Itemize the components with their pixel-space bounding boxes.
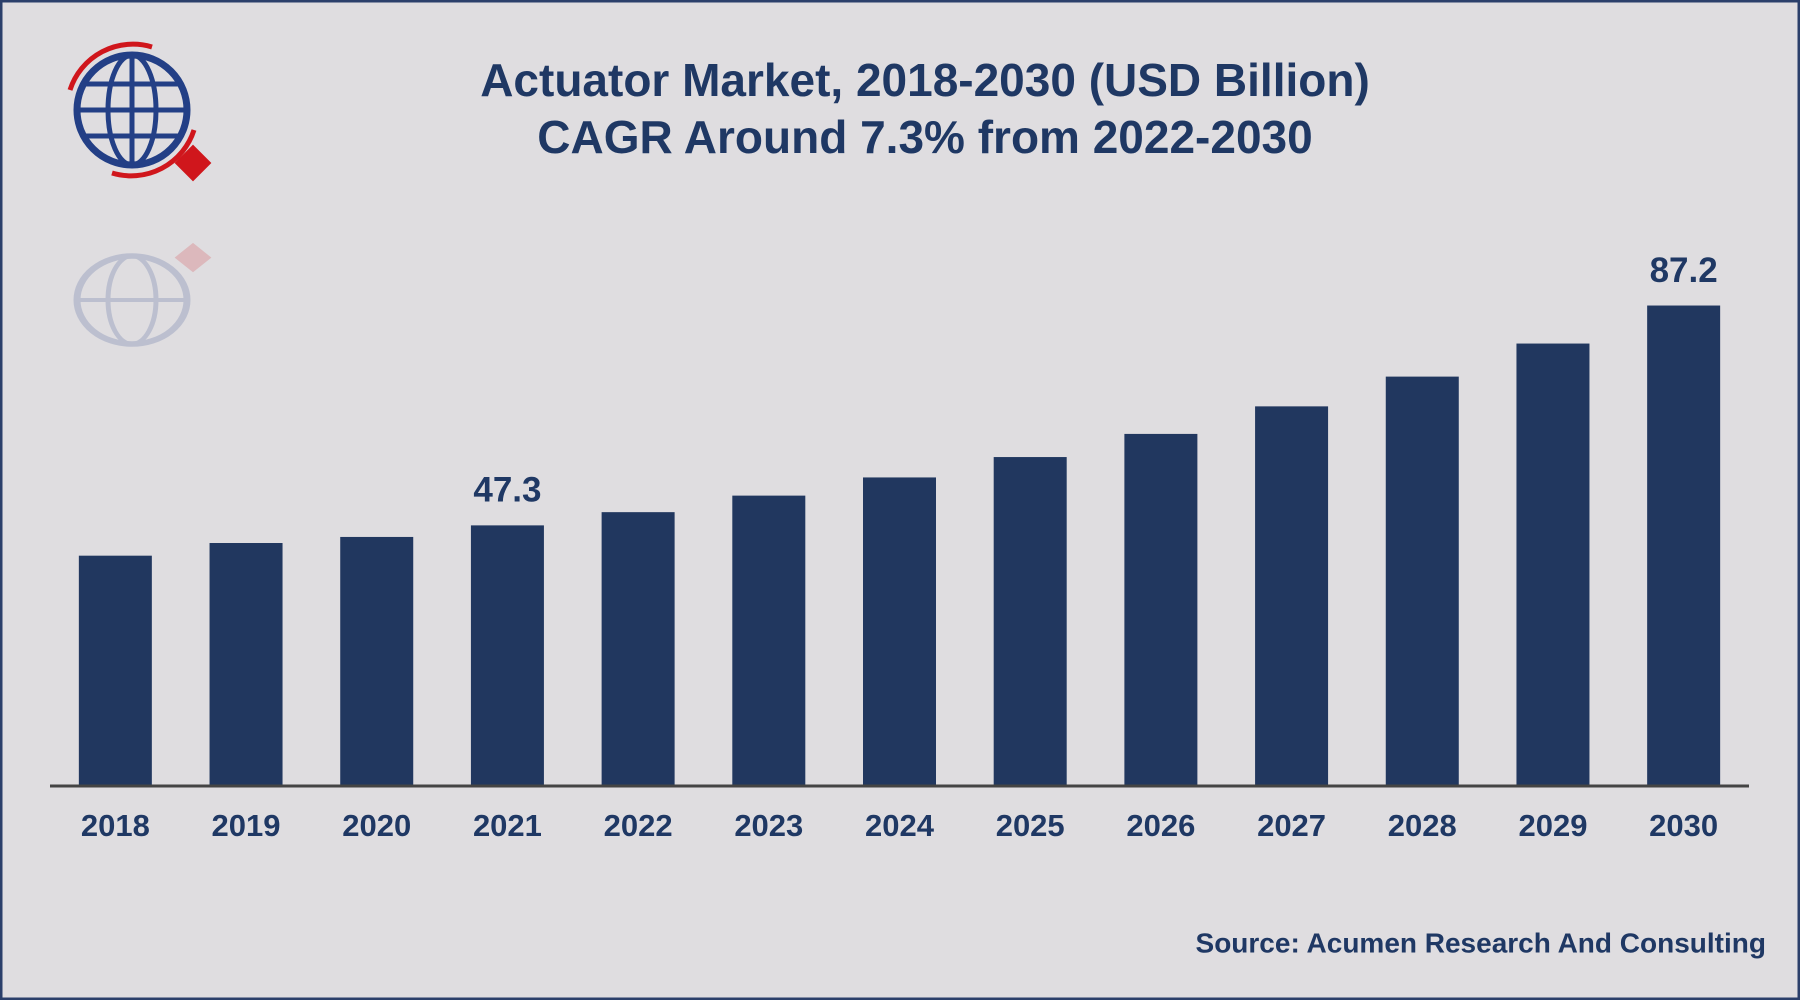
bar [78,555,152,786]
x-tick-label: 2019 [212,808,281,843]
x-tick-label: 2029 [1518,808,1587,843]
source: Source: Acumen Research And Consulting [1196,927,1766,958]
logo [67,41,212,182]
x-tick-label: 2025 [996,808,1065,843]
logo-globe [73,253,191,347]
chart-subtitle: CAGR Around 7.3% from 2022-2030 [537,111,1312,163]
x-tick-label: 2028 [1388,808,1457,843]
x-tick-label: 2020 [342,808,411,843]
bar [1124,433,1198,786]
bar [470,525,544,786]
x-tick-label: 2030 [1649,808,1718,843]
x-tick-label: 2024 [865,808,935,843]
logo-arc [67,41,153,91]
data-label: 47.3 [473,471,541,510]
bar [1516,343,1590,786]
bar [1255,406,1329,786]
x-tick-label: 2021 [473,808,542,843]
x-tick-label: 2018 [81,808,150,843]
x-tick-label: 2022 [604,808,673,843]
logo-diamond [174,144,212,182]
x-tick-label: 2027 [1257,808,1326,843]
bar [732,495,806,786]
data-label: 87.2 [1650,251,1718,290]
bar [1385,376,1459,786]
x-tick-label: 2026 [1126,808,1195,843]
bar [340,536,414,786]
bar [601,512,675,786]
bar [209,543,283,786]
logo-globe [105,253,159,347]
logo-arc [111,129,197,179]
bar [993,457,1067,786]
chart-title: Actuator Market, 2018-2030 (USD Billion) [480,54,1370,106]
bar [1647,305,1721,786]
bar [863,477,936,786]
x-tick-label: 2023 [734,808,803,843]
